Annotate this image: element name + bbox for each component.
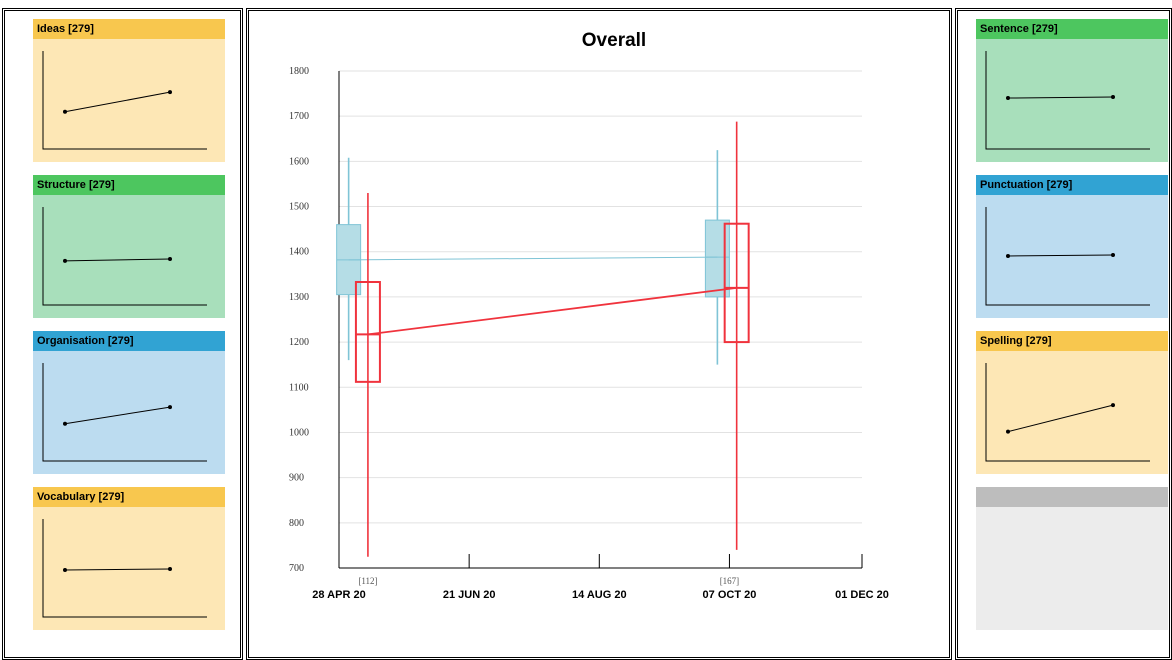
mini-chart-vocabulary[interactable]: Vocabulary [279]: [33, 487, 225, 630]
mini-chart-title: Organisation [279]: [33, 331, 225, 351]
mini-data-point: [1111, 95, 1115, 100]
mini-chart-title: Sentence [279]: [976, 19, 1168, 39]
mini-axes: [42, 51, 207, 150]
x-axis: 28 APR 20 21 JUN 20 14 AUG 20 07 OCT 20 01 D…: [312, 554, 889, 601]
mini-data-point: [1111, 253, 1115, 258]
mini-trend-line: [64, 91, 171, 113]
y-tick-label: 1700: [289, 111, 309, 122]
median-trend-line: [348, 256, 718, 261]
mini-axes: [42, 207, 207, 306]
mini-trend-line: [64, 406, 171, 425]
mini-axes: [42, 363, 207, 462]
mini-trend-line: [64, 568, 171, 571]
mini-chart-plot: [985, 363, 1150, 462]
mini-chart-plot: [985, 207, 1150, 306]
x-tick-label: 14 AUG 20: [572, 589, 627, 601]
mini-trend-line: [64, 258, 171, 262]
x-tick-label: 28 APR 20: [312, 589, 365, 601]
x-tick-label: 01 DEC 20: [835, 589, 889, 601]
mini-chart-ideas[interactable]: Ideas [279]: [33, 19, 225, 162]
y-tick-label: 1000: [289, 427, 309, 438]
y-tick-label: 1800: [289, 66, 309, 77]
mini-chart-plot: [42, 207, 207, 306]
box[interactable]: [354, 280, 381, 383]
overall-chart-title: Overall: [582, 30, 646, 51]
mini-data-point: [1111, 403, 1115, 408]
median-trend-line: [367, 286, 737, 336]
mini-data-point: [168, 566, 172, 571]
y-tick-label: 1400: [289, 247, 309, 258]
overall-chart: Overall 1800 1700 1600 1500 1400 1300 1200 1100…: [289, 30, 889, 601]
box[interactable]: [723, 222, 750, 344]
mini-axes: [985, 207, 1150, 306]
y-tick-label: 1200: [289, 337, 309, 348]
mini-data-point: [168, 90, 172, 95]
mini-chart-title: Vocabulary [279]: [33, 487, 225, 507]
mini-chart-empty: [976, 487, 1168, 630]
series-layer: [336, 121, 750, 557]
mini-chart-title: Punctuation [279]: [976, 175, 1168, 195]
y-axis: 1800 1700 1600 1500 1400 1300 1200 1100 1000 900 8…: [289, 66, 340, 574]
mini-data-point: [63, 258, 67, 263]
mini-data-point: [63, 109, 67, 114]
sample-count-label: [167]: [720, 576, 740, 586]
y-tick-label: 1100: [289, 382, 309, 393]
y-tick-label: 1500: [289, 202, 309, 213]
y-tick-label: 700: [289, 563, 304, 574]
mini-chart-plot: [42, 363, 207, 462]
mini-axes: [42, 519, 207, 618]
mini-chart-sentence[interactable]: Sentence [279]: [976, 19, 1168, 162]
y-tick-label: 800: [289, 518, 304, 529]
mini-data-point: [168, 405, 172, 410]
mini-chart-empty-title: [976, 487, 1168, 507]
mini-chart-title: Structure [279]: [33, 175, 225, 195]
series-group: [336, 150, 730, 365]
mini-chart-title: Spelling [279]: [976, 331, 1168, 351]
y-tick-label: 1600: [289, 156, 309, 167]
mini-data-point: [1006, 429, 1010, 434]
mini-data-point: [168, 256, 172, 261]
mini-axes: [985, 51, 1150, 150]
mini-axes: [985, 363, 1150, 462]
y-tick-label: 900: [289, 473, 304, 484]
mini-chart-plot: [42, 51, 207, 150]
grid-lines: [339, 70, 862, 524]
x-tick-label: 21 JUN 20: [443, 589, 496, 601]
series-group: [354, 121, 750, 557]
mini-data-point: [1006, 96, 1010, 101]
mini-chart-plot: [985, 51, 1150, 150]
mini-data-point: [63, 421, 67, 426]
mini-chart-title: Ideas [279]: [33, 19, 225, 39]
mini-data-point: [1006, 254, 1010, 258]
mini-chart-organisation[interactable]: Organisation [279]: [33, 331, 225, 474]
mini-chart-plot: [42, 519, 207, 618]
mini-chart-structure[interactable]: Structure [279]: [33, 175, 225, 318]
mini-trend-line: [1007, 96, 1114, 99]
y-tick-label: 1300: [289, 292, 309, 303]
sample-count-label: [112]: [358, 576, 377, 586]
x-tick-label: 07 OCT 20: [703, 589, 757, 601]
mini-data-point: [63, 567, 67, 572]
mini-chart-spelling[interactable]: Spelling [279]: [976, 331, 1168, 474]
mini-chart-punctuation[interactable]: Punctuation [279]: [976, 175, 1168, 318]
mini-trend-line: [1007, 404, 1114, 433]
mini-trend-line: [1007, 254, 1114, 257]
